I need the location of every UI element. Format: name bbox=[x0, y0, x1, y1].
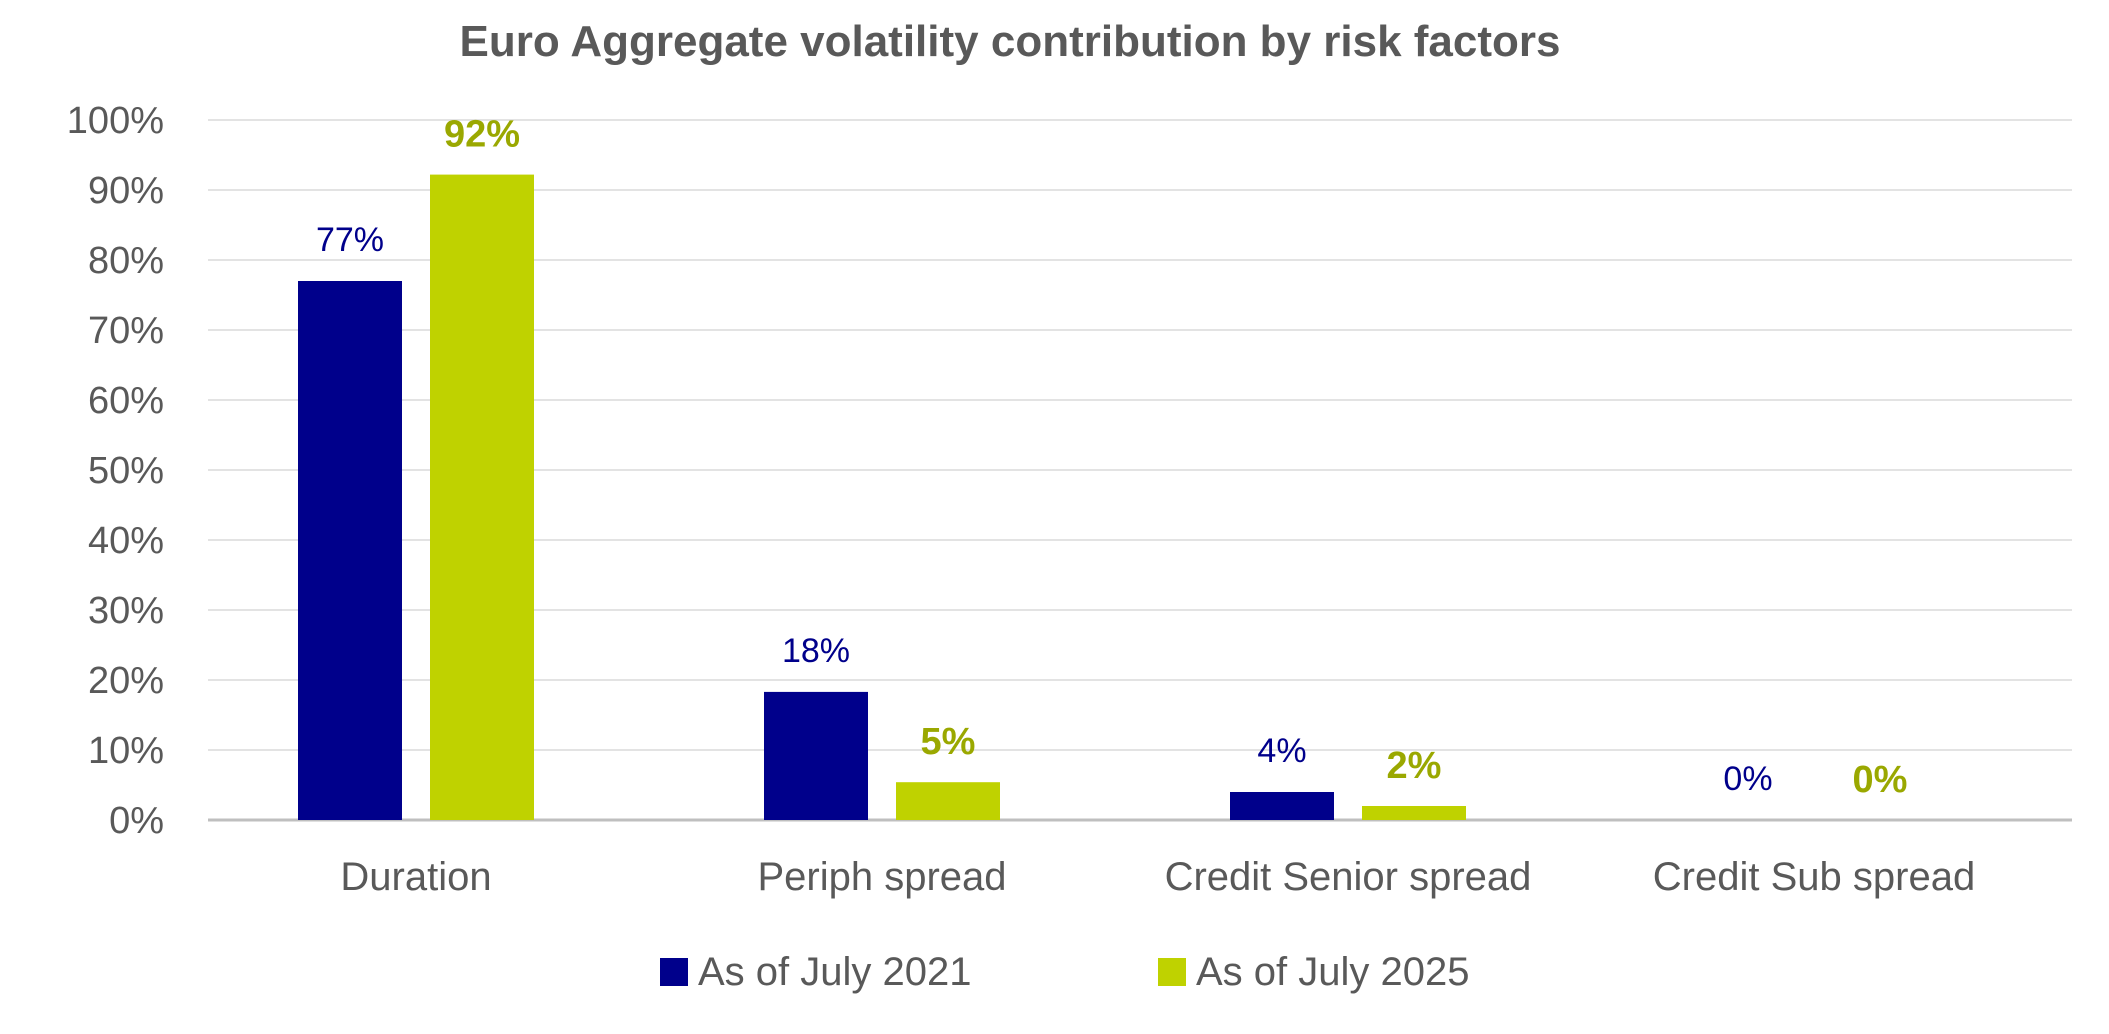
x-tick-label: Periph spread bbox=[757, 855, 1006, 899]
bar bbox=[1230, 792, 1334, 820]
legend-swatch bbox=[660, 958, 688, 986]
data-label: 77% bbox=[316, 221, 384, 259]
chart-title: Euro Aggregate volatility contribution b… bbox=[460, 17, 1561, 66]
legend-label: As of July 2025 bbox=[1196, 950, 1470, 994]
data-label: 0% bbox=[1723, 760, 1772, 798]
y-tick-label: 50% bbox=[88, 450, 164, 492]
x-tick-label: Credit Sub spread bbox=[1653, 855, 1975, 899]
y-tick-label: 40% bbox=[88, 520, 164, 562]
y-axis: 0% 10% 20% 30% 40% 50% 60% 70% 80% 90% 100% bbox=[67, 100, 164, 842]
y-tick-label: 30% bbox=[88, 590, 164, 632]
x-tick-label: Duration bbox=[340, 855, 491, 899]
data-label: 0% bbox=[1853, 759, 1908, 801]
x-axis: Duration Periph spread Credit Senior sprea… bbox=[340, 855, 1975, 899]
bar bbox=[430, 174, 534, 821]
data-label: 5% bbox=[921, 721, 976, 763]
legend-swatch bbox=[1158, 958, 1186, 986]
legend-label: As of July 2021 bbox=[698, 950, 972, 994]
y-tick-label: 90% bbox=[88, 170, 164, 212]
y-tick-label: 10% bbox=[88, 730, 164, 772]
bar bbox=[1362, 806, 1466, 820]
legend: As of July 2021 As of July 2025 bbox=[660, 950, 1470, 994]
y-tick-label: 0% bbox=[109, 800, 164, 842]
bar bbox=[764, 691, 868, 820]
y-tick-label: 100% bbox=[67, 100, 164, 142]
data-label: 92% bbox=[444, 114, 520, 156]
data-labels: 77% 92% 18% 5% 4% 2% 0% 0% bbox=[316, 114, 1907, 801]
data-label: 4% bbox=[1257, 732, 1306, 770]
bar bbox=[896, 782, 1000, 820]
y-tick-label: 80% bbox=[88, 240, 164, 282]
bar bbox=[298, 281, 402, 820]
data-label: 2% bbox=[1387, 745, 1442, 787]
y-tick-label: 70% bbox=[88, 310, 164, 352]
y-tick-label: 60% bbox=[88, 380, 164, 422]
bars bbox=[298, 174, 1466, 821]
y-tick-label: 20% bbox=[88, 660, 164, 702]
data-label: 18% bbox=[782, 632, 850, 670]
x-tick-label: Credit Senior spread bbox=[1165, 855, 1532, 899]
